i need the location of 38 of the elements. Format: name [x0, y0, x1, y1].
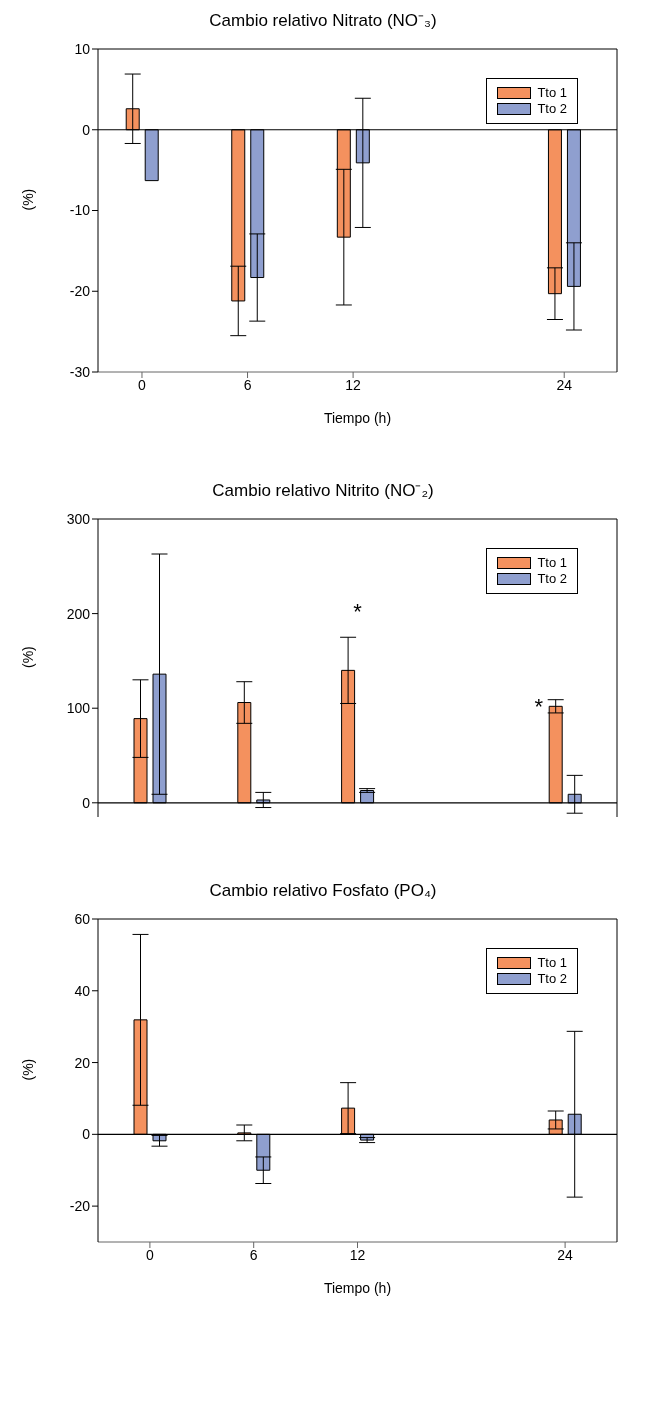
y-tick-label: 0 [82, 1126, 91, 1143]
x-tick-label: 0 [146, 1246, 154, 1263]
y-axis-title: (%) [19, 646, 36, 668]
chart-title: Cambio relativo Nitrito (NO⁻₂) [211, 480, 435, 502]
y-tick-label: -10 [69, 202, 91, 219]
y-tick-label: 300 [66, 510, 91, 527]
y-axis-title: (%) [19, 1058, 36, 1081]
x-tick-label: 6 [243, 376, 252, 393]
legend-label: Tto 1 [537, 555, 567, 571]
y-tick-label: 0 [82, 794, 91, 811]
x-tick-label: 6 [249, 1246, 258, 1263]
y-tick-label: 20 [74, 1054, 91, 1071]
x-tick-label: 12 [349, 1246, 366, 1263]
legend-label: Tto 1 [537, 955, 567, 971]
y-tick-label: -20 [69, 1198, 91, 1215]
y-tick-label: 40 [74, 982, 91, 999]
y-tick-label: 200 [66, 605, 91, 622]
y-tick-label: -20 [69, 283, 91, 300]
y-tick-label: 100 [66, 700, 91, 717]
y-axis-title: (%) [19, 188, 36, 211]
legend-label: Tto 2 [537, 571, 567, 587]
legend-label: Tto 2 [537, 971, 567, 987]
y-tick-label: -30 [69, 363, 91, 380]
y-tick-label: 0 [82, 121, 91, 138]
legend-label: Tto 2 [537, 101, 567, 117]
chart-title: Cambio relativo Nitrato (NO⁻₃) [208, 10, 438, 32]
x-axis-title: Tiempo (h) [323, 1280, 392, 1296]
x-tick-label: 24 [557, 1246, 574, 1263]
y-tick-label: 60 [74, 910, 91, 927]
x-tick-label: 0 [138, 376, 147, 393]
x-tick-label: 24 [556, 376, 573, 393]
x-axis-title: Tiempo (h) [323, 410, 392, 426]
x-tick-label: 12 [345, 376, 362, 393]
annotation: * [534, 694, 544, 720]
y-tick-label: 10 [74, 40, 91, 57]
legend-label: Tto 1 [537, 85, 567, 101]
chart-title: Cambio relativo Fosfato (PO₄) [208, 880, 438, 902]
annotation: * [353, 599, 363, 625]
